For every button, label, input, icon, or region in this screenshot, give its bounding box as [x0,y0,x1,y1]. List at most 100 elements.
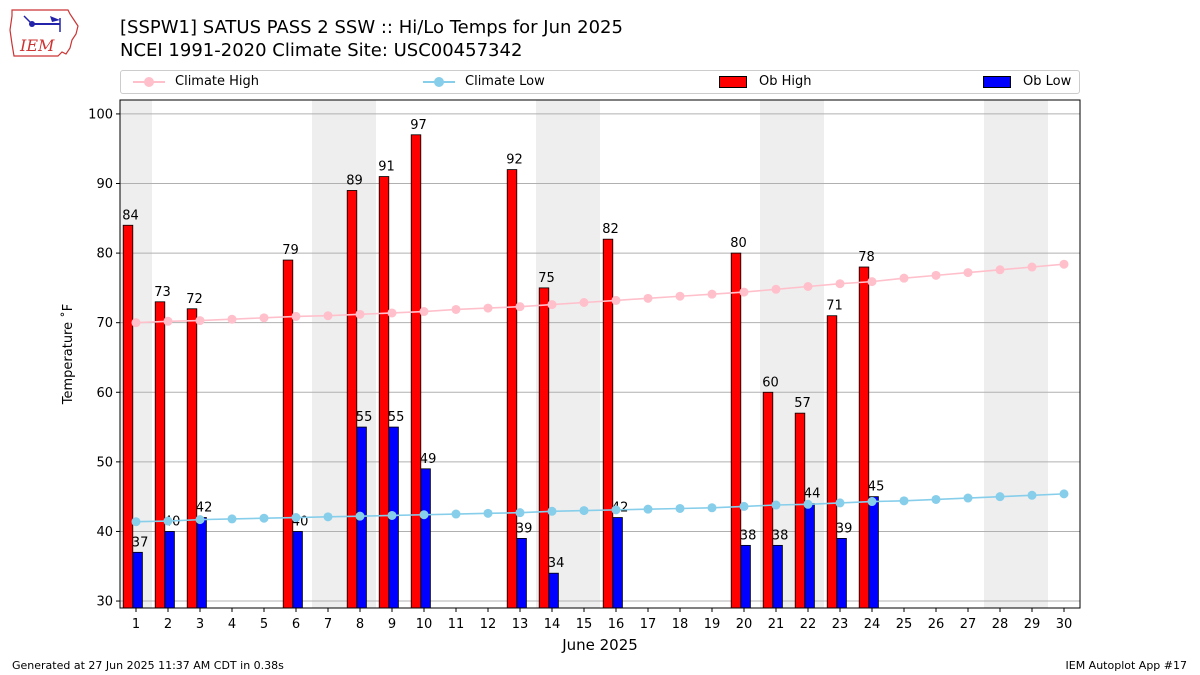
climate-low-point-day-11 [451,509,461,519]
climate-low-point-day-8 [355,511,365,521]
climate-low-point-day-4 [227,514,237,524]
climate-high-point-day-25 [899,273,909,283]
weekend-shade-day-29 [1016,100,1048,608]
x-tick-label: 23 [832,617,849,632]
climate-high-point-day-11 [451,304,461,314]
climate-high-point-day-24 [867,277,877,287]
ob-high-bar-day-13 [506,169,518,609]
y-tick-label: 70 [96,316,113,331]
climate-low-point-day-17 [643,504,653,514]
climate-high-point-day-3 [195,316,205,326]
climate-high-point-day-23 [835,279,845,289]
climate-low-point-day-27 [963,493,973,503]
x-tick-label: 10 [416,617,433,632]
ob-low-bar-day-20 [740,544,751,609]
x-tick-label: 1 [132,617,140,632]
climate-high-point-day-10 [419,307,429,317]
logo-text: IEM [19,36,55,55]
ob-low-bar-day-1 [132,551,143,609]
ob-high-bar-day-22 [794,412,806,609]
x-tick-label: 5 [260,617,268,632]
ob-high-data-label: 72 [186,292,203,307]
ob-low-data-label: 39 [516,521,533,536]
x-tick-label: 25 [896,617,913,632]
climate-low-point-day-9 [387,510,397,520]
climate-low-point-day-16 [611,505,621,515]
ob-low-data-label: 55 [388,410,405,425]
x-tick-label: 19 [704,617,721,632]
climate-high-point-day-4 [227,314,237,324]
climate-low-point-day-1 [131,517,141,527]
ob-low-bar-day-6 [292,531,303,609]
x-tick-label: 15 [576,617,593,632]
climate-high-point-day-8 [355,309,365,319]
climate-high-point-day-14 [547,300,557,310]
climate-low-point-day-26 [931,494,941,504]
ob-high-data-label: 79 [282,243,299,258]
x-tick-label: 28 [992,617,1009,632]
ob-low-data-label: 34 [548,556,565,571]
ob-low-data-label: 55 [356,410,373,425]
ob-high-data-label: 89 [346,173,363,188]
ob-low-bar-day-16 [612,517,623,609]
x-tick-label: 7 [324,617,332,632]
ob-high-bar-day-16 [602,238,614,609]
x-tick-label: 2 [164,617,172,632]
climate-high-point-day-12 [483,303,493,313]
weekend-shade-day-7 [312,100,344,608]
x-tick-label: 27 [960,617,977,632]
x-tick-label: 9 [388,617,396,632]
ob-low-bar-day-2 [164,531,175,609]
iem-logo: IEM [9,9,79,57]
climate-high-point-day-22 [803,281,813,291]
climate-low-point-day-6 [291,513,301,523]
ob-low-data-label: 44 [804,487,821,502]
y-tick-label: 40 [96,525,113,540]
climate-high-point-day-28 [995,265,1005,275]
climate-low-point-day-13 [515,508,525,518]
ob-high-bar-day-6 [282,259,294,609]
x-tick-label: 22 [800,617,817,632]
ob-high-bar-day-3 [186,308,198,609]
chart-title: [SSPW1] SATUS PASS 2 SSW :: Hi/Lo Temps … [120,17,623,38]
ob-high-data-label: 71 [826,299,843,314]
climate-high-point-day-9 [387,308,397,318]
climate-high-point-day-16 [611,295,621,305]
legend-ob-high-label: Ob High [759,74,812,89]
climate-low-line [135,493,1065,523]
ob-low-bar-day-22 [804,503,815,609]
x-tick-label: 13 [512,617,529,632]
climate-high-point-day-2 [163,316,173,326]
climate-high-point-day-18 [675,291,685,301]
chart-subtitle: NCEI 1991-2020 Climate Site: USC00457342 [120,40,523,61]
x-tick-label: 11 [448,617,465,632]
y-tick-label: 50 [96,455,113,470]
x-tick-label: 30 [1056,617,1073,632]
ob-high-bar-day-20 [730,252,742,609]
ob-low-data-label: 38 [740,528,757,543]
legend-climate-high-label: Climate High [175,74,260,89]
x-tick-label: 24 [864,617,881,632]
legend-climate-high: Climate High [133,74,259,90]
ob-high-bar-day-23 [826,315,838,609]
climate-high-point-day-17 [643,293,653,303]
x-tick-label: 17 [640,617,657,632]
climate-low-point-day-5 [259,513,269,523]
ob-high-data-label: 92 [506,153,523,168]
climate-high-point-day-29 [1027,262,1037,272]
app-credit: IEM Autoplot App #17 [1065,659,1188,672]
ob-high-bar-day-21 [762,391,774,609]
climate-low-point-day-24 [867,497,877,507]
x-tick-label: 18 [672,617,689,632]
ob-low-data-label: 45 [868,480,885,495]
ob-high-data-label: 75 [538,271,555,286]
climate-low-point-day-14 [547,506,557,516]
legend: Climate High Climate Low Ob High Ob Low [120,70,1080,94]
ob-low-bar-day-3 [196,517,207,609]
ob-high-data-label: 97 [410,118,427,133]
climate-low-point-day-7 [323,512,333,522]
climate-low-point-day-3 [195,515,205,525]
legend-climate-low: Climate Low [423,74,545,90]
x-tick-label: 12 [480,617,497,632]
